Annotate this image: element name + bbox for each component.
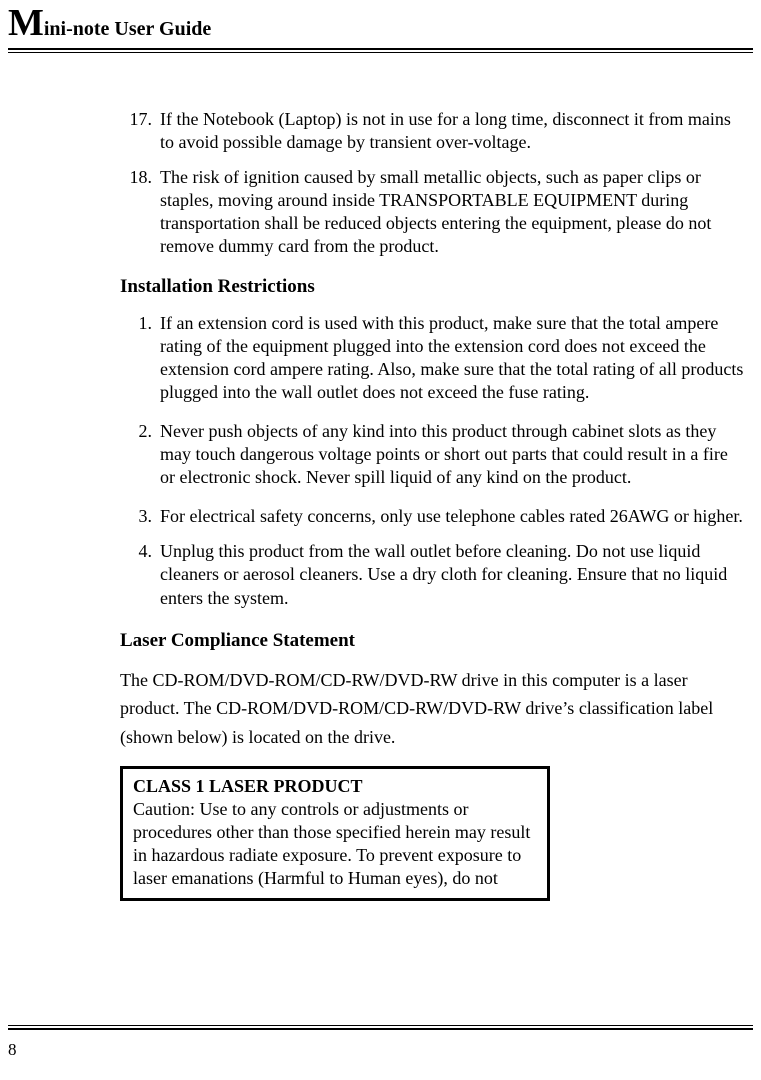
list-item: 18. The risk of ignition caused by small…	[118, 166, 745, 258]
page-content: 17. If the Notebook (Laptop) is not in u…	[118, 108, 745, 901]
safety-list: 17. If the Notebook (Laptop) is not in u…	[118, 108, 745, 258]
document-page: Mini-note User Guide 17. If the Notebook…	[0, 0, 761, 1080]
laser-label-box: CLASS 1 LASER PRODUCT Caution: Use to an…	[120, 766, 550, 902]
item-number: 17.	[118, 108, 152, 131]
laser-label-body: Caution: Use to any controls or adjustme…	[133, 798, 537, 890]
footer-rule-thick	[8, 1028, 753, 1030]
laser-heading: Laser Compliance Statement	[118, 630, 745, 652]
footer-rule-thin	[8, 1025, 753, 1026]
item-number: 4.	[118, 540, 152, 563]
list-item: 1. If an extension cord is used with thi…	[118, 312, 745, 404]
item-text: If the Notebook (Laptop) is not in use f…	[160, 109, 731, 152]
list-item: 4. Unplug this product from the wall out…	[118, 540, 745, 609]
item-number: 3.	[118, 505, 152, 528]
item-number: 1.	[118, 312, 152, 335]
item-text: Unplug this product from the wall outlet…	[160, 541, 727, 607]
item-number: 2.	[118, 420, 152, 443]
list-item: 3. For electrical safety concerns, only …	[118, 505, 745, 528]
item-text: For electrical safety concerns, only use…	[160, 506, 743, 526]
page-number: 8	[8, 1040, 753, 1060]
page-footer: 8	[8, 1025, 753, 1060]
header-initial: M	[8, 2, 44, 44]
header-title: Mini-note User Guide	[8, 0, 753, 48]
header-rule-thin	[8, 52, 753, 53]
installation-list: 1. If an extension cord is used with thi…	[118, 312, 745, 609]
page-header: Mini-note User Guide	[8, 0, 753, 53]
item-number: 18.	[118, 166, 152, 189]
header-rule-thick	[8, 48, 753, 50]
laser-paragraph: The CD-ROM/DVD-ROM/CD-RW/DVD-RW drive in…	[118, 666, 745, 752]
laser-label-title: CLASS 1 LASER PRODUCT	[133, 775, 537, 798]
item-text: The risk of ignition caused by small met…	[160, 167, 711, 256]
list-item: 17. If the Notebook (Laptop) is not in u…	[118, 108, 745, 154]
header-rest: ini-note User Guide	[44, 18, 211, 40]
list-item: 2. Never push objects of any kind into t…	[118, 420, 745, 489]
item-text: Never push objects of any kind into this…	[160, 421, 728, 487]
item-text: If an extension cord is used with this p…	[160, 313, 743, 402]
installation-heading: Installation Restrictions	[118, 276, 745, 298]
